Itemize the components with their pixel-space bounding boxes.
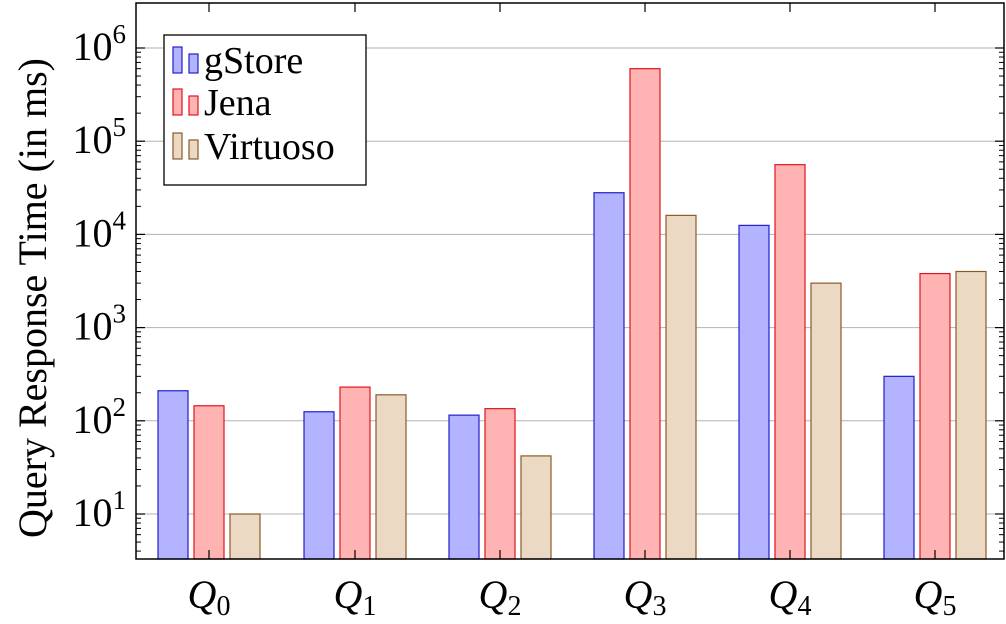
x-tick-label-2: Q2 xyxy=(479,572,522,622)
bar-gstore-2 xyxy=(448,414,480,560)
legend-label-jena: Jena xyxy=(204,82,272,124)
y-tick-label-4: 105 xyxy=(73,112,127,162)
bar-virtuoso-4 xyxy=(810,282,842,560)
bar-gstore-3 xyxy=(593,192,625,560)
bar-jena-5 xyxy=(919,272,951,560)
bar-gstore-4 xyxy=(738,224,770,560)
legend-swatch-virtuoso-a xyxy=(172,132,183,160)
legend-label-virtuoso: Virtuoso xyxy=(204,126,335,168)
legend-swatch-virtuoso-b xyxy=(188,139,199,160)
x-tick-label-4: Q4 xyxy=(769,572,812,622)
bar-gstore-1 xyxy=(303,411,335,560)
bar-virtuoso-0 xyxy=(229,513,261,560)
axis-frame xyxy=(135,2,1005,560)
x-tick-label-1: Q1 xyxy=(334,572,377,622)
y-tick-label-0: 101 xyxy=(73,485,127,535)
bar-virtuoso-1 xyxy=(375,394,407,560)
legend-label-gstore: gStore xyxy=(204,40,303,82)
bar-virtuoso-2 xyxy=(520,455,552,560)
legend-swatch-gstore-a xyxy=(172,46,183,74)
bar-virtuoso-5 xyxy=(955,270,987,560)
bar-jena-4 xyxy=(774,164,806,560)
bar-jena-2 xyxy=(484,408,516,560)
y-tick-label-1: 102 xyxy=(73,392,127,442)
x-tick-label-5: Q5 xyxy=(914,572,957,622)
y-tick-label-2: 103 xyxy=(73,299,127,349)
x-tick-label-0: Q0 xyxy=(188,572,231,622)
x-tick-label-3: Q3 xyxy=(624,572,667,622)
bar-virtuoso-3 xyxy=(665,214,697,560)
legend-swatch-jena-a xyxy=(172,88,183,116)
y-axis-label: Query Response Time (in ms) xyxy=(10,58,55,538)
legend-swatch-gstore-b xyxy=(188,53,199,74)
bar-jena-3 xyxy=(629,68,661,560)
legend-swatch-jena-b xyxy=(188,95,199,116)
bar-gstore-5 xyxy=(883,375,915,560)
bar-gstore-0 xyxy=(157,390,189,560)
bar-jena-1 xyxy=(339,386,371,560)
bar-jena-0 xyxy=(193,405,225,560)
y-tick-label-3: 104 xyxy=(73,205,127,255)
y-tick-label-5: 106 xyxy=(73,19,127,69)
